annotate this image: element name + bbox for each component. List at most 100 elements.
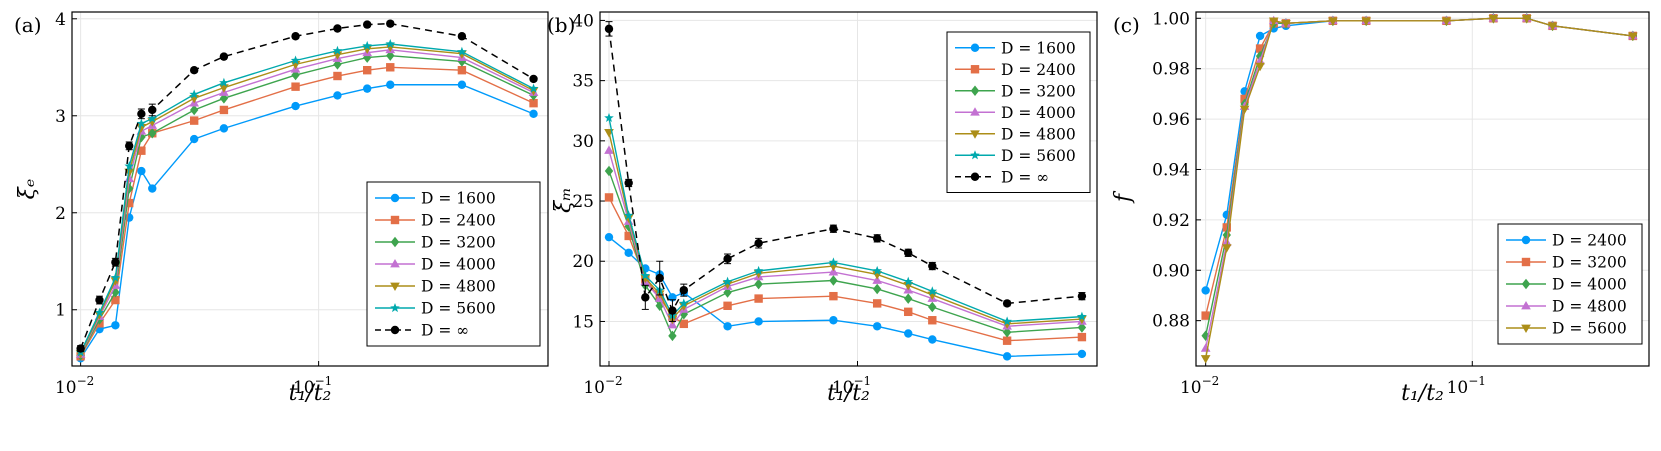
series-line <box>608 28 1082 313</box>
data-point <box>1222 223 1231 232</box>
series-Dinf <box>604 21 1087 322</box>
data-point <box>219 77 229 87</box>
data-point <box>148 184 157 193</box>
legend-marker <box>1521 324 1531 334</box>
data-point <box>872 322 882 331</box>
data-point <box>111 295 120 305</box>
data-point <box>362 40 372 51</box>
legend-marker <box>1521 257 1531 267</box>
legend-label: D = 2400 <box>421 212 496 230</box>
data-point <box>457 65 467 75</box>
series-D3200 <box>604 165 1087 342</box>
data-point <box>667 320 678 329</box>
y-tick-label: 1 <box>55 301 66 321</box>
data-point <box>829 291 838 301</box>
y-tick-label: 0.94 <box>1152 160 1190 180</box>
x-axis-label: t₁/t₂ <box>1401 381 1444 406</box>
data-point <box>904 293 913 304</box>
data-point <box>904 307 913 317</box>
legend-label: D = ∞ <box>1001 168 1049 186</box>
data-point <box>147 113 158 123</box>
data-point <box>753 265 764 275</box>
data-point <box>111 287 120 298</box>
data-point <box>1547 22 1558 31</box>
data-point <box>124 161 134 171</box>
data-point <box>604 232 614 242</box>
data-point <box>124 141 134 151</box>
data-point <box>828 257 839 267</box>
data-point <box>189 104 199 116</box>
data-point <box>385 38 396 49</box>
y-tick-label: 25 <box>572 192 594 212</box>
series-line <box>608 132 1082 325</box>
data-point <box>604 145 614 154</box>
data-point <box>136 118 147 128</box>
legend-label: D = 3200 <box>1552 254 1627 272</box>
data-point <box>928 261 937 271</box>
data-point <box>1200 343 1211 352</box>
legend-marker <box>1521 300 1531 310</box>
data-point <box>1488 14 1499 24</box>
data-point <box>1077 322 1087 333</box>
data-point <box>137 166 146 176</box>
y-tick-label: 40 <box>572 11 594 31</box>
legend-marker <box>970 150 980 160</box>
data-point <box>1221 244 1232 253</box>
x-tick-base: 10 <box>583 378 605 398</box>
legend-label: D = 5600 <box>1552 320 1627 338</box>
data-point <box>457 32 467 41</box>
x-axis-label: t₁/t₂ <box>827 381 870 406</box>
data-point <box>624 178 633 188</box>
panel-label: (c) <box>1113 13 1140 37</box>
data-point <box>457 46 467 56</box>
legend-label: D = 5600 <box>421 300 496 318</box>
data-point <box>386 80 395 89</box>
x-tick-label: 10−2 <box>55 374 94 398</box>
x-axis-label: t₁/t₂ <box>289 381 332 406</box>
legend-marker <box>390 302 400 313</box>
data-point <box>1521 14 1532 24</box>
y-tick-label: 0.88 <box>1152 312 1190 332</box>
data-point <box>1002 336 1012 345</box>
data-point <box>678 302 689 311</box>
data-point <box>723 287 732 298</box>
legend-marker <box>970 43 980 52</box>
data-point <box>754 278 763 290</box>
data-point <box>641 293 650 302</box>
y-axis-label: ξₘ <box>551 187 576 213</box>
data-point <box>291 82 300 91</box>
data-point <box>189 134 199 144</box>
data-point <box>1627 32 1638 41</box>
legend-marker <box>970 85 980 96</box>
data-point <box>94 307 105 317</box>
data-point <box>1002 299 1012 308</box>
data-point <box>722 276 733 286</box>
y-tick-label: 1.00 <box>1152 9 1190 29</box>
data-point <box>872 283 882 295</box>
x-tick-exponent: −1 <box>315 374 333 388</box>
data-point <box>1077 315 1087 325</box>
data-point <box>872 234 882 243</box>
data-point <box>872 299 882 308</box>
y-tick-label: 0.90 <box>1152 261 1190 281</box>
data-point <box>362 20 372 29</box>
data-point <box>189 116 199 125</box>
data-point <box>872 275 883 284</box>
data-point <box>189 65 199 75</box>
data-point <box>291 32 300 41</box>
data-point <box>1002 327 1012 338</box>
data-point <box>1077 291 1087 301</box>
plot-frame <box>71 11 549 367</box>
legend-label: D = 4000 <box>1552 276 1627 294</box>
plot-frame <box>599 11 1098 367</box>
legend-label: D = 5600 <box>1001 147 1076 165</box>
legend-marker <box>390 215 400 225</box>
x-tick-base: 10 <box>1180 378 1202 398</box>
x-tick-exponent: −2 <box>77 374 95 388</box>
data-point <box>529 109 538 119</box>
data-point <box>623 214 634 223</box>
data-point <box>333 91 342 100</box>
x-tick-base: 10 <box>832 378 854 398</box>
